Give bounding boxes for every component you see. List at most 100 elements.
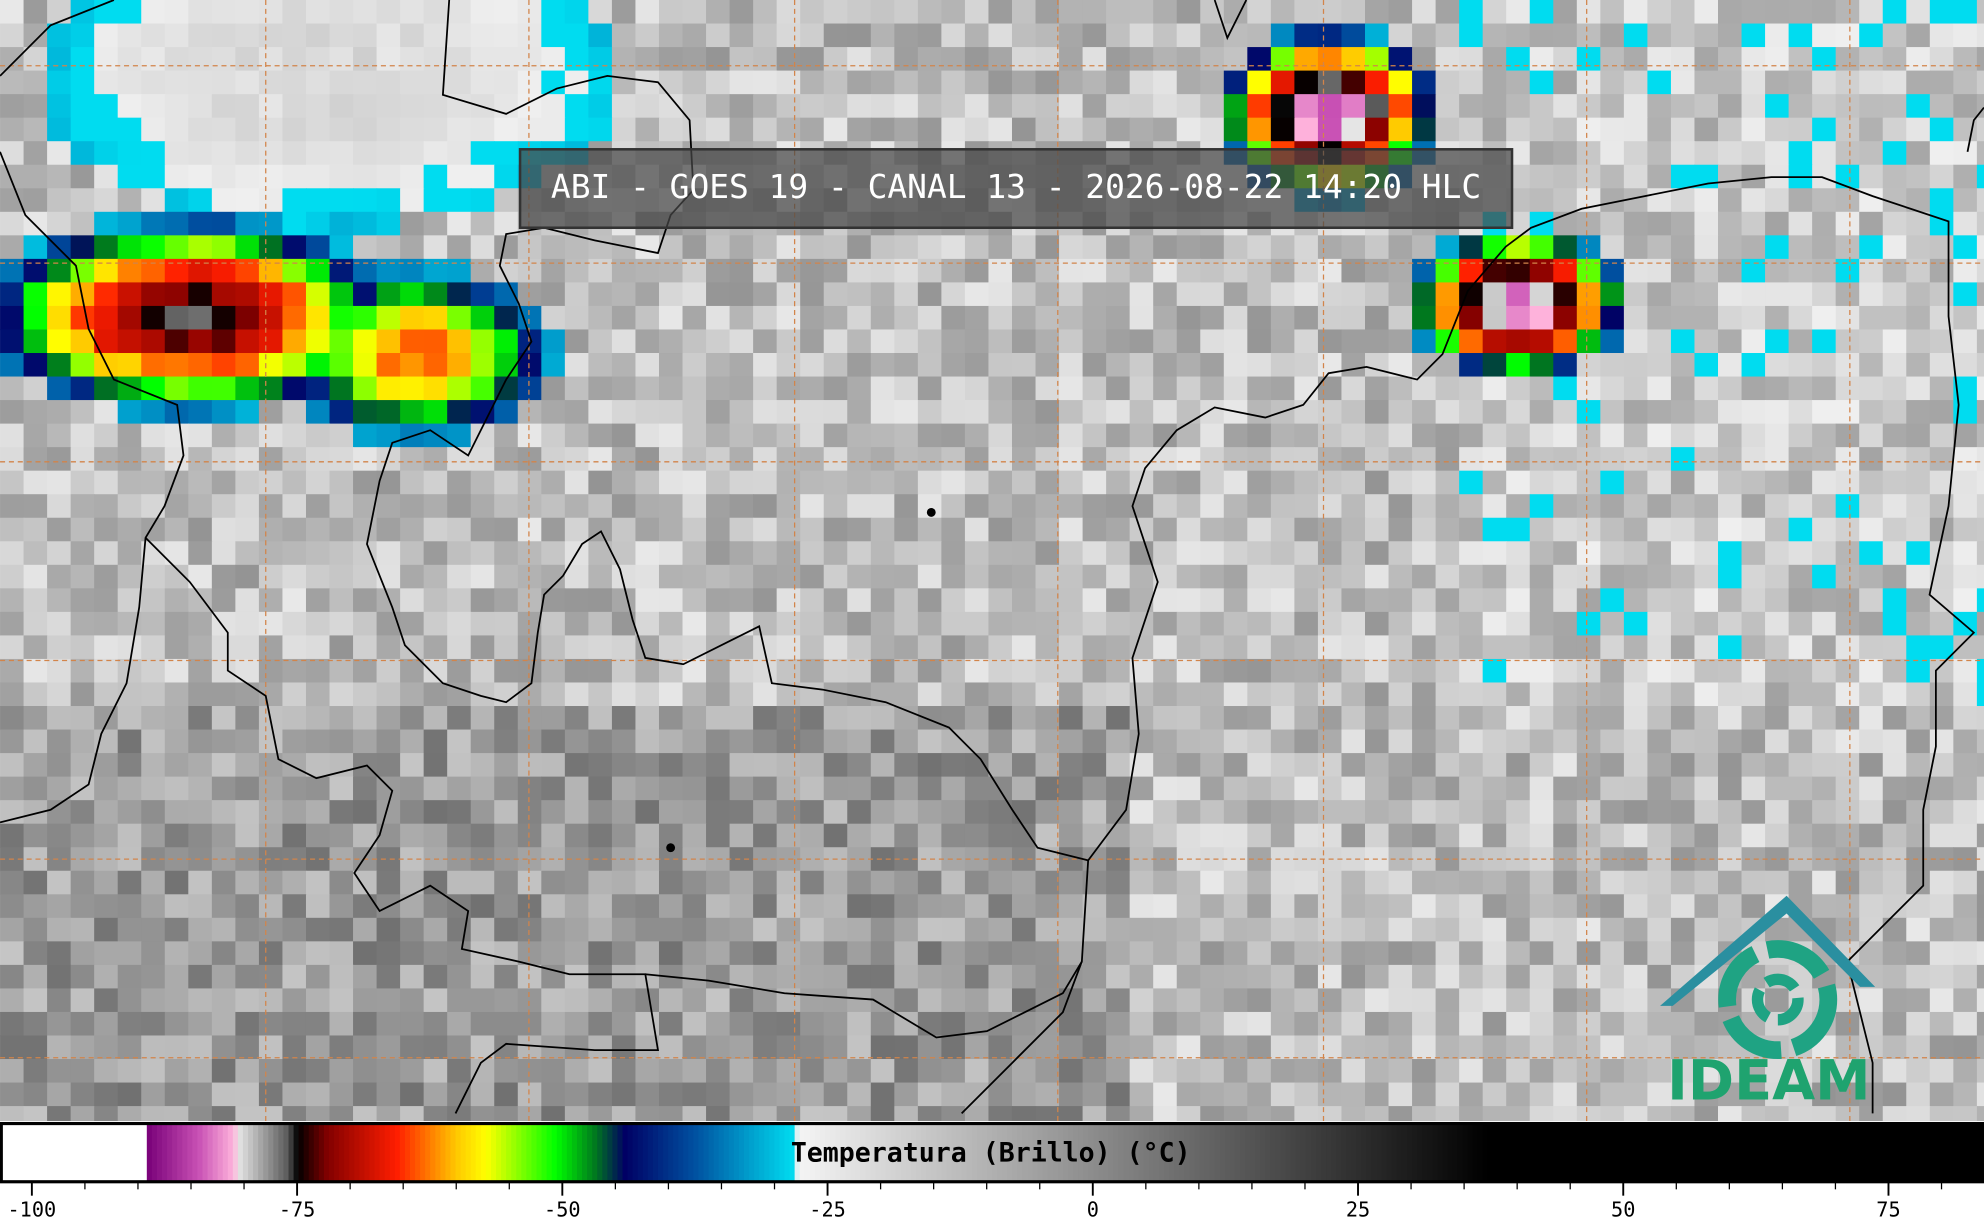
pixel bbox=[588, 870, 613, 895]
pixel bbox=[353, 282, 378, 307]
colorbar-step bbox=[121, 1123, 128, 1182]
pixel bbox=[1623, 800, 1649, 825]
pixel bbox=[635, 329, 660, 354]
pixel bbox=[894, 894, 919, 919]
pixel bbox=[800, 870, 825, 895]
colorbar-step bbox=[1720, 1123, 1727, 1182]
pixel bbox=[282, 988, 307, 1013]
pixel bbox=[423, 211, 448, 236]
pixel bbox=[1364, 611, 1390, 637]
colorbar-step bbox=[561, 1123, 568, 1182]
pixel bbox=[1906, 305, 1931, 331]
colorbar-step bbox=[794, 1123, 801, 1182]
pixel bbox=[1765, 753, 1790, 778]
pixel bbox=[588, 823, 613, 848]
pixel bbox=[1011, 706, 1037, 731]
pixel bbox=[1506, 423, 1531, 448]
colorbar-step bbox=[1781, 1123, 1788, 1182]
pixel bbox=[353, 964, 378, 990]
colorbar-step bbox=[359, 1123, 366, 1182]
pixel bbox=[1600, 706, 1625, 731]
pixel bbox=[1153, 282, 1178, 307]
pixel bbox=[1765, 70, 1790, 95]
pixel bbox=[517, 776, 542, 801]
colorbar-step bbox=[703, 1123, 710, 1182]
pixel bbox=[1553, 23, 1578, 48]
pixel bbox=[305, 564, 331, 589]
pixel bbox=[1317, 329, 1343, 354]
pixel bbox=[1011, 470, 1037, 495]
pixel bbox=[1388, 894, 1413, 919]
pixel bbox=[776, 917, 801, 942]
pixel bbox=[941, 235, 966, 260]
pixel bbox=[564, 964, 590, 990]
pixel bbox=[1035, 94, 1060, 119]
pixel bbox=[1765, 564, 1790, 589]
pixel bbox=[329, 470, 354, 495]
pixel bbox=[1247, 447, 1272, 472]
pixel bbox=[1011, 376, 1037, 401]
pixel bbox=[353, 800, 378, 825]
pixel bbox=[1011, 423, 1037, 448]
pixel bbox=[1718, 564, 1743, 589]
pixel bbox=[400, 1011, 425, 1037]
pixel bbox=[329, 541, 354, 566]
pixel bbox=[1035, 70, 1060, 95]
pixel bbox=[117, 94, 142, 119]
pixel bbox=[70, 870, 95, 895]
pixel bbox=[1106, 541, 1131, 566]
pixel bbox=[1718, 635, 1743, 660]
pixel bbox=[1600, 894, 1625, 919]
pixel bbox=[1035, 329, 1060, 354]
pixel bbox=[164, 823, 189, 848]
pixel bbox=[353, 188, 378, 213]
pixel bbox=[1859, 729, 1884, 754]
pixel bbox=[541, 47, 566, 72]
pixel bbox=[894, 1035, 919, 1060]
pixel bbox=[423, 235, 448, 260]
colorbar-step bbox=[1199, 1123, 1206, 1182]
pixel bbox=[1553, 941, 1578, 966]
pixel bbox=[47, 870, 72, 895]
pixel bbox=[423, 141, 448, 166]
pixel bbox=[1953, 447, 1978, 472]
pixel bbox=[706, 800, 731, 825]
pixel bbox=[258, 47, 284, 72]
pixel bbox=[400, 588, 425, 613]
pixel bbox=[1176, 517, 1201, 542]
pixel bbox=[917, 376, 943, 401]
pixel bbox=[588, 117, 613, 142]
colorbar-step bbox=[1822, 1123, 1828, 1182]
pixel bbox=[917, 635, 943, 660]
pixel bbox=[1176, 1011, 1201, 1037]
pixel bbox=[776, 423, 801, 448]
pixel bbox=[541, 800, 566, 825]
pixel bbox=[753, 729, 778, 754]
colorbar-step bbox=[1103, 1123, 1110, 1182]
pixel bbox=[1082, 23, 1107, 48]
pixel bbox=[305, 682, 331, 707]
pixel bbox=[917, 706, 943, 731]
pixel bbox=[1294, 917, 1319, 942]
pixel bbox=[1223, 541, 1248, 566]
pixel bbox=[1835, 517, 1860, 542]
pixel bbox=[70, 235, 95, 260]
pixel bbox=[1223, 70, 1248, 95]
pixel bbox=[282, 800, 307, 825]
pixel bbox=[1200, 47, 1225, 72]
colorbar-step bbox=[830, 1123, 836, 1182]
pixel bbox=[1247, 988, 1272, 1013]
pixel bbox=[164, 894, 189, 919]
pixel bbox=[1129, 258, 1154, 284]
pixel bbox=[611, 917, 637, 942]
pixel bbox=[1529, 141, 1554, 166]
pixel bbox=[0, 188, 25, 213]
pixel bbox=[0, 564, 25, 589]
pixel bbox=[1247, 1082, 1272, 1107]
pixel bbox=[164, 188, 189, 213]
pixel bbox=[1435, 635, 1460, 660]
pixel bbox=[1859, 988, 1884, 1013]
pixel bbox=[1247, 658, 1272, 684]
pixel bbox=[1482, 353, 1507, 378]
pixel bbox=[0, 729, 25, 754]
